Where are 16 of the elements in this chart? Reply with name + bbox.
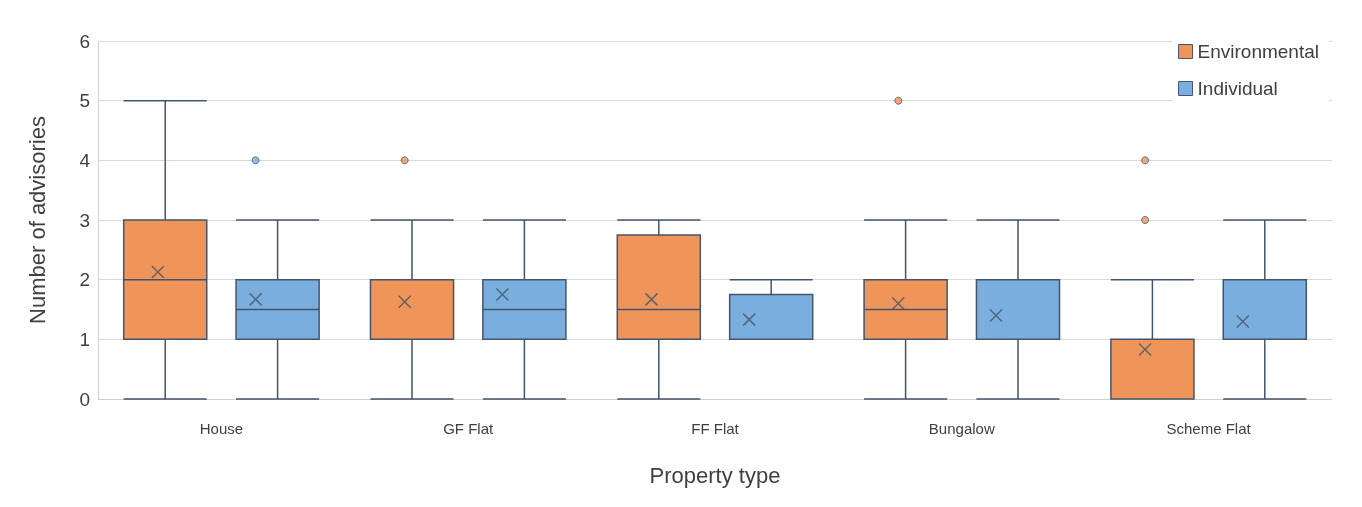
y-tick-label: 3 (79, 209, 90, 231)
y-axis-title: Number of advisories (24, 116, 50, 324)
y-tick-label: 1 (79, 328, 90, 350)
x-axis-title: Property type (649, 462, 781, 488)
x-tick-label: Bungalow (928, 420, 995, 437)
y-tick-label: 4 (79, 149, 91, 171)
x-tick-label: House (199, 420, 244, 437)
x-tick-label: GF Flat (443, 420, 495, 437)
y-tick-label: 6 (79, 30, 90, 52)
x-tick-label: FF Flat (691, 420, 740, 437)
legend-label: Individual (1197, 78, 1278, 99)
y-tick-label: 2 (79, 269, 90, 291)
legend-label: Environmental (1197, 41, 1319, 62)
y-tick-label: 5 (79, 90, 90, 112)
x-tick-label: Scheme Flat (1166, 420, 1252, 437)
y-tick-label: 0 (79, 388, 90, 410)
